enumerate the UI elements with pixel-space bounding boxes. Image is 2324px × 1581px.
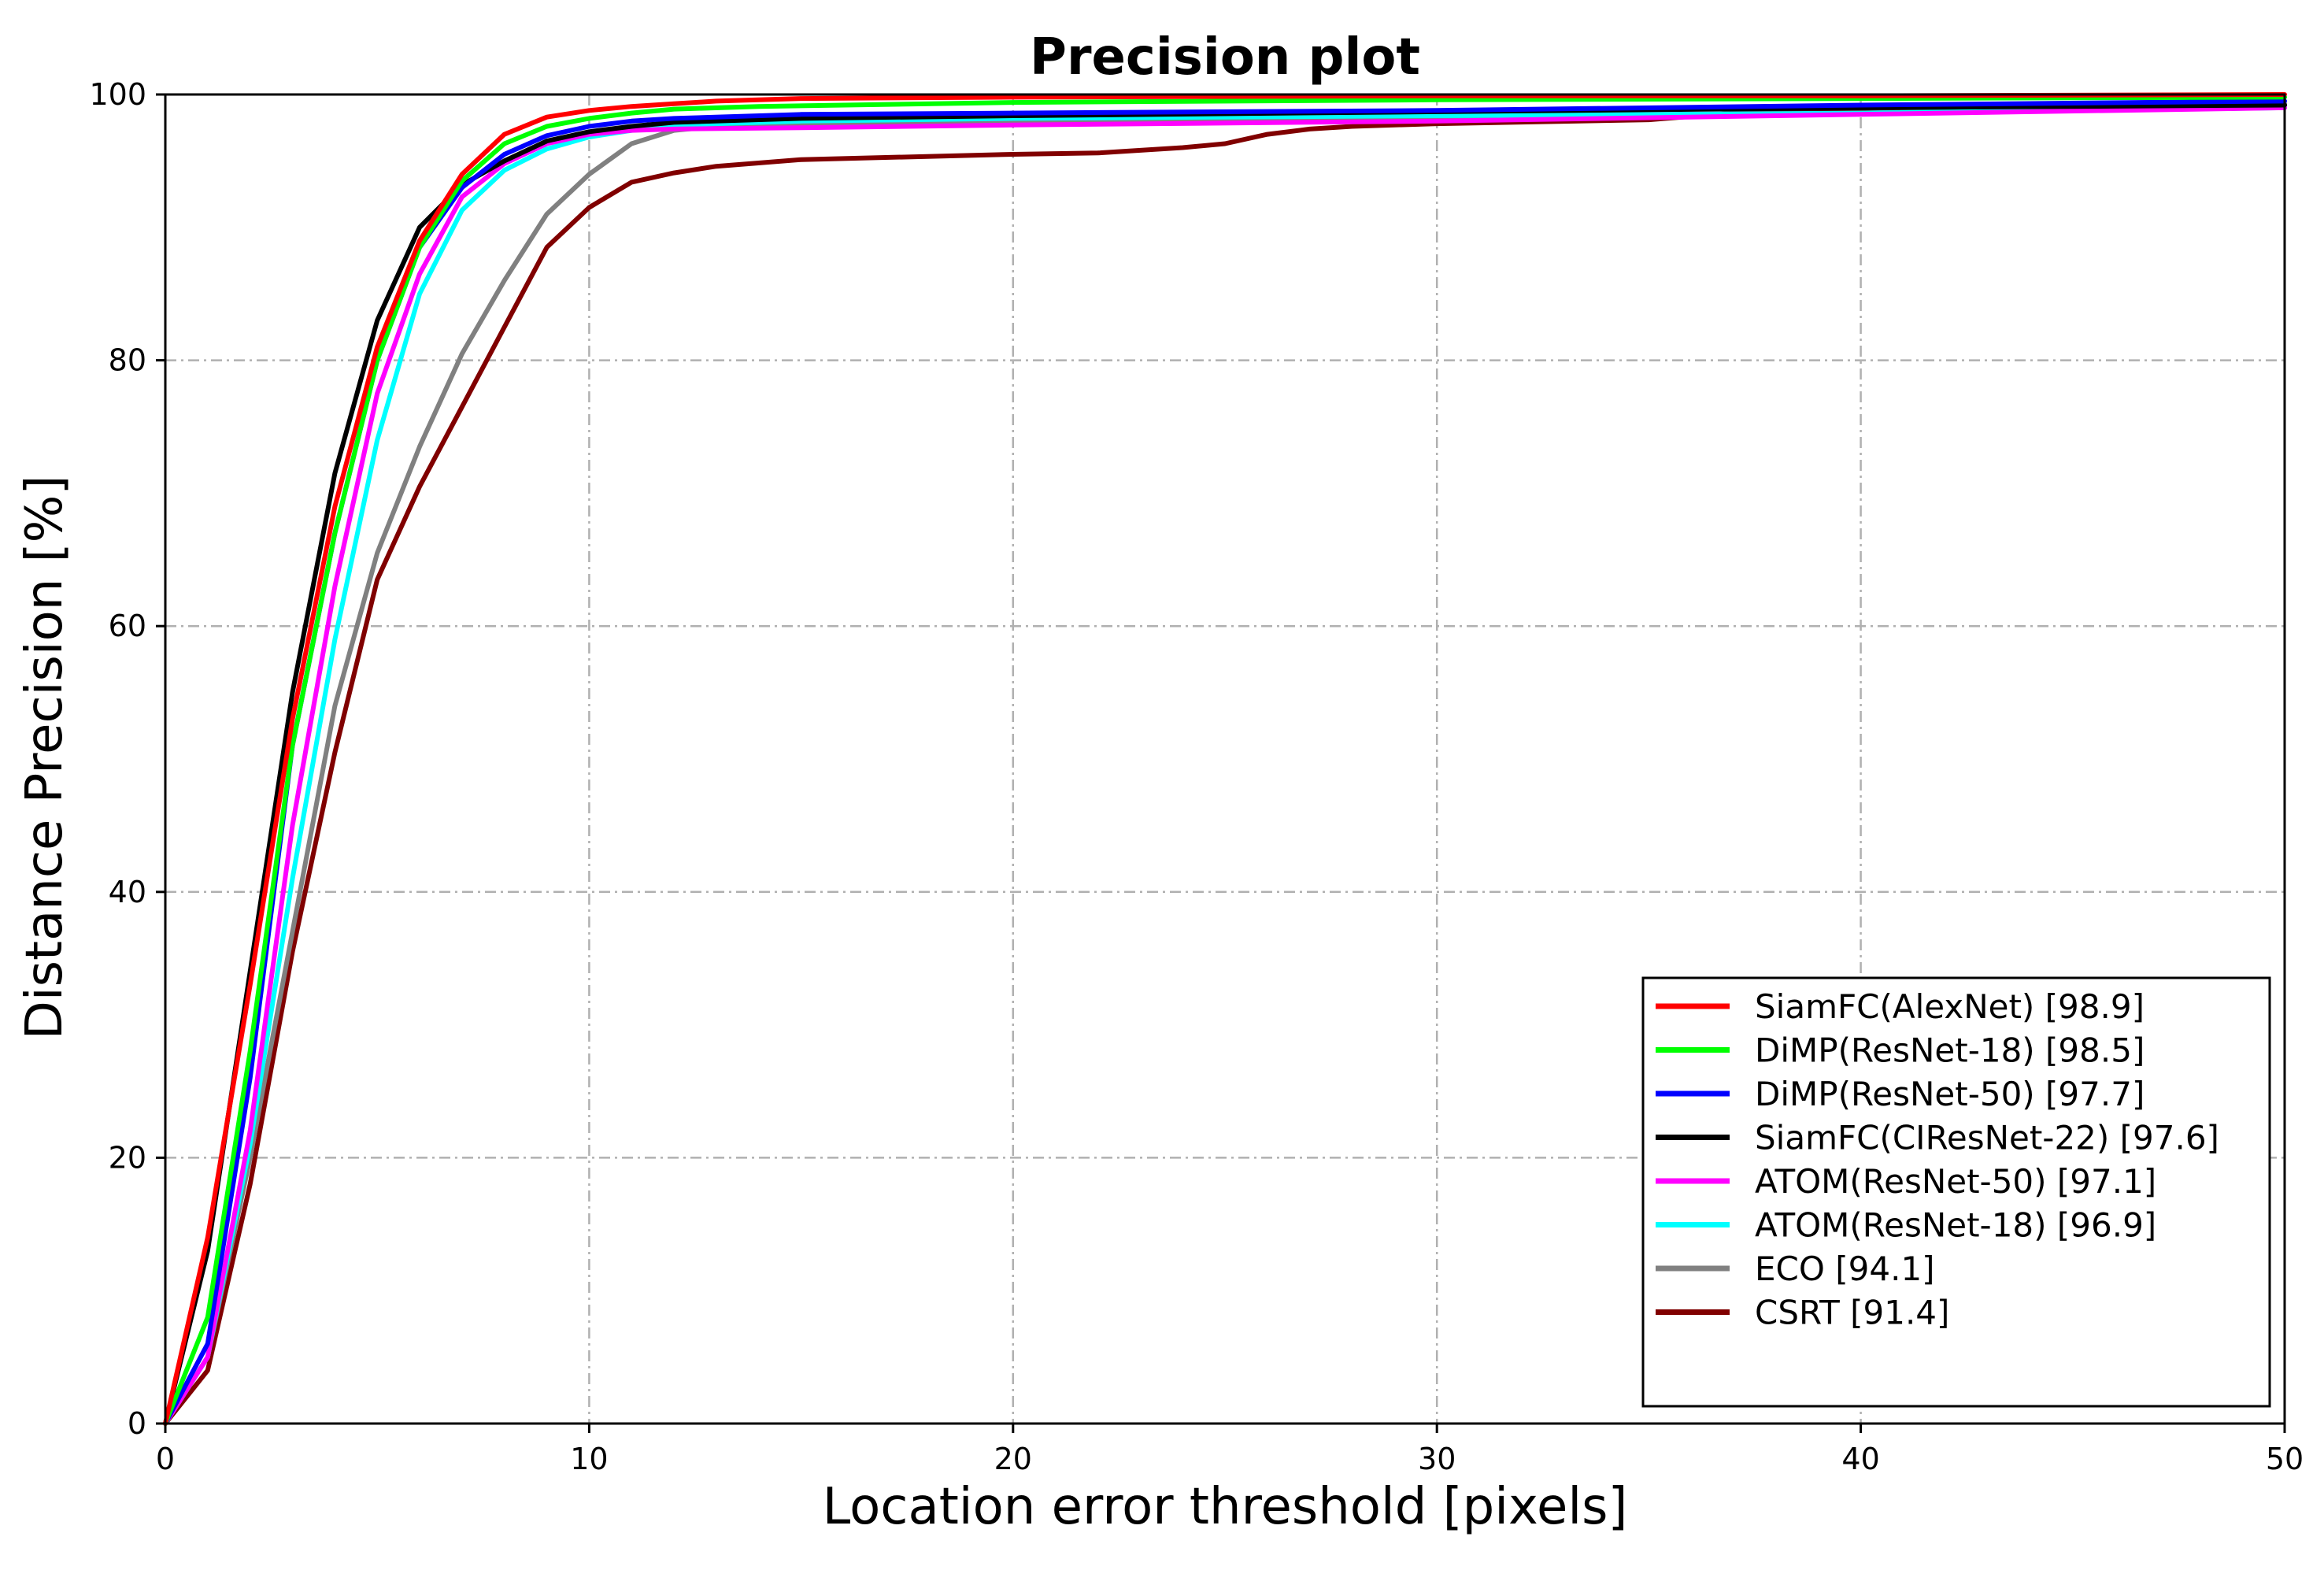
legend-entry: DiMP(ResNet-18) [98.5] [1755,1031,2145,1070]
x-tick-label: 40 [1841,1442,1879,1476]
series-line [163,105,2287,1426]
y-tick-label: 100 [89,77,146,112]
chart-title: Precision plot [1030,28,1420,87]
series-line [163,101,2287,1426]
x-tick-label: 20 [994,1442,1032,1476]
plot-frame [164,93,2286,1425]
legend: SiamFC(AlexNet) [98.9] DiMP(ResNet-18) [9… [1641,976,2271,1408]
legend-entry: SiamFC(AlexNet) [98.9] [1755,987,2145,1026]
series-line [163,102,2287,1426]
x-tick-label: 30 [1418,1442,1456,1476]
legend-entry: ATOM(ResNet-50) [97.1] [1755,1162,2156,1201]
legend-entry: DiMP(ResNet-50) [97.7] [1755,1075,2145,1113]
series-line [163,92,2287,1426]
series-line [163,105,2287,1426]
x-tick-label: 10 [570,1442,608,1476]
legend-box [1641,976,2271,1408]
x-axis-label: Location error threshold [pixels] [823,1478,1628,1536]
y-tick-label: 80 [109,343,146,378]
series-line [163,94,2287,1426]
x-tick-label: 50 [2266,1442,2304,1476]
y-tick-label: 60 [109,609,146,643]
legend-entry: ECO [94.1] [1755,1250,1935,1288]
ticks-layer: 0 10 20 30 40 50 0 20 40 60 80 100 [89,77,2304,1476]
legend-entry: ATOM(ResNet-18) [96.9] [1755,1206,2156,1245]
series-line [163,102,2287,1426]
y-tick-label: 20 [109,1140,146,1175]
series-layer [163,92,2287,1426]
y-tick-label: 0 [128,1406,146,1441]
y-tick-label: 40 [109,875,146,909]
y-axis-label: Distance Precision [%] [16,476,74,1040]
legend-entry: CSRT [91.4] [1755,1294,1949,1332]
x-tick-label: 0 [156,1442,175,1476]
legend-entry: SiamFC(CIResNet-22) [97.6] [1755,1119,2219,1157]
